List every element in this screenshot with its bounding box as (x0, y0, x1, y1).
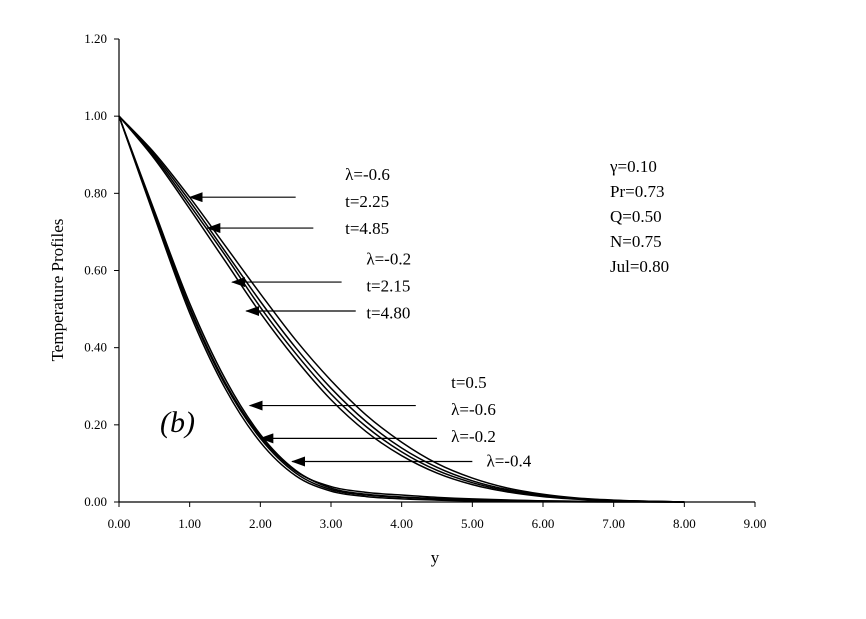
parameter-n: N=0.75 (610, 232, 662, 251)
y-tick-label: 0.80 (84, 185, 107, 200)
parameter-jul: Jul=0.80 (610, 257, 669, 276)
annotation-label: λ=-0.2 (451, 427, 496, 446)
parameter-q: Q=0.50 (610, 207, 662, 226)
annotation-label: t=4.80 (366, 304, 410, 323)
annotation-label: t=2.15 (366, 277, 410, 296)
annotation-label: λ=-0.6 (451, 400, 496, 419)
annotation-label: t=2.25 (345, 192, 389, 211)
y-axis-label: Temperature Profiles (48, 219, 67, 362)
temperature-curve-8 (118, 115, 685, 503)
x-tick-label: 8.00 (673, 516, 696, 531)
y-tick-label: 0.60 (84, 263, 107, 278)
x-tick-label: 0.00 (108, 516, 131, 531)
x-tick-label: 3.00 (320, 516, 343, 531)
parameter-list: γ=0.10 Pr=0.73 Q=0.50 N=0.75 Jul=0.80 (609, 157, 669, 276)
temperature-curve-4 (118, 115, 685, 503)
y-tick-label: 1.00 (84, 108, 107, 123)
annotation-label: λ=-0.2 (366, 250, 411, 269)
annotation-label: λ=-0.4 (486, 452, 531, 471)
annotation-label: t=4.85 (345, 219, 389, 238)
y-tick-label: 0.00 (84, 494, 107, 509)
x-tick-label: 1.00 (178, 516, 201, 531)
annotation-label: t=0.5 (451, 373, 487, 392)
temperature-curve-7 (118, 115, 685, 503)
annotation-label: λ=-0.6 (345, 165, 390, 184)
x-tick-label: 2.00 (249, 516, 272, 531)
y-tick-label: 0.20 (84, 417, 107, 432)
parameter-gamma: γ=0.10 (609, 157, 657, 176)
x-tick-label: 5.00 (461, 516, 484, 531)
y-tick-label: 1.20 (84, 31, 107, 46)
x-tick-label: 9.00 (744, 516, 767, 531)
x-tick-label: 7.00 (602, 516, 625, 531)
parameter-pr: Pr=0.73 (610, 182, 664, 201)
panel-label: (b) (160, 406, 195, 439)
x-tick-label: 4.00 (390, 516, 413, 531)
x-tick-label: 6.00 (532, 516, 555, 531)
x-axis-label: y (431, 548, 440, 567)
y-tick-label: 0.40 (84, 340, 107, 355)
